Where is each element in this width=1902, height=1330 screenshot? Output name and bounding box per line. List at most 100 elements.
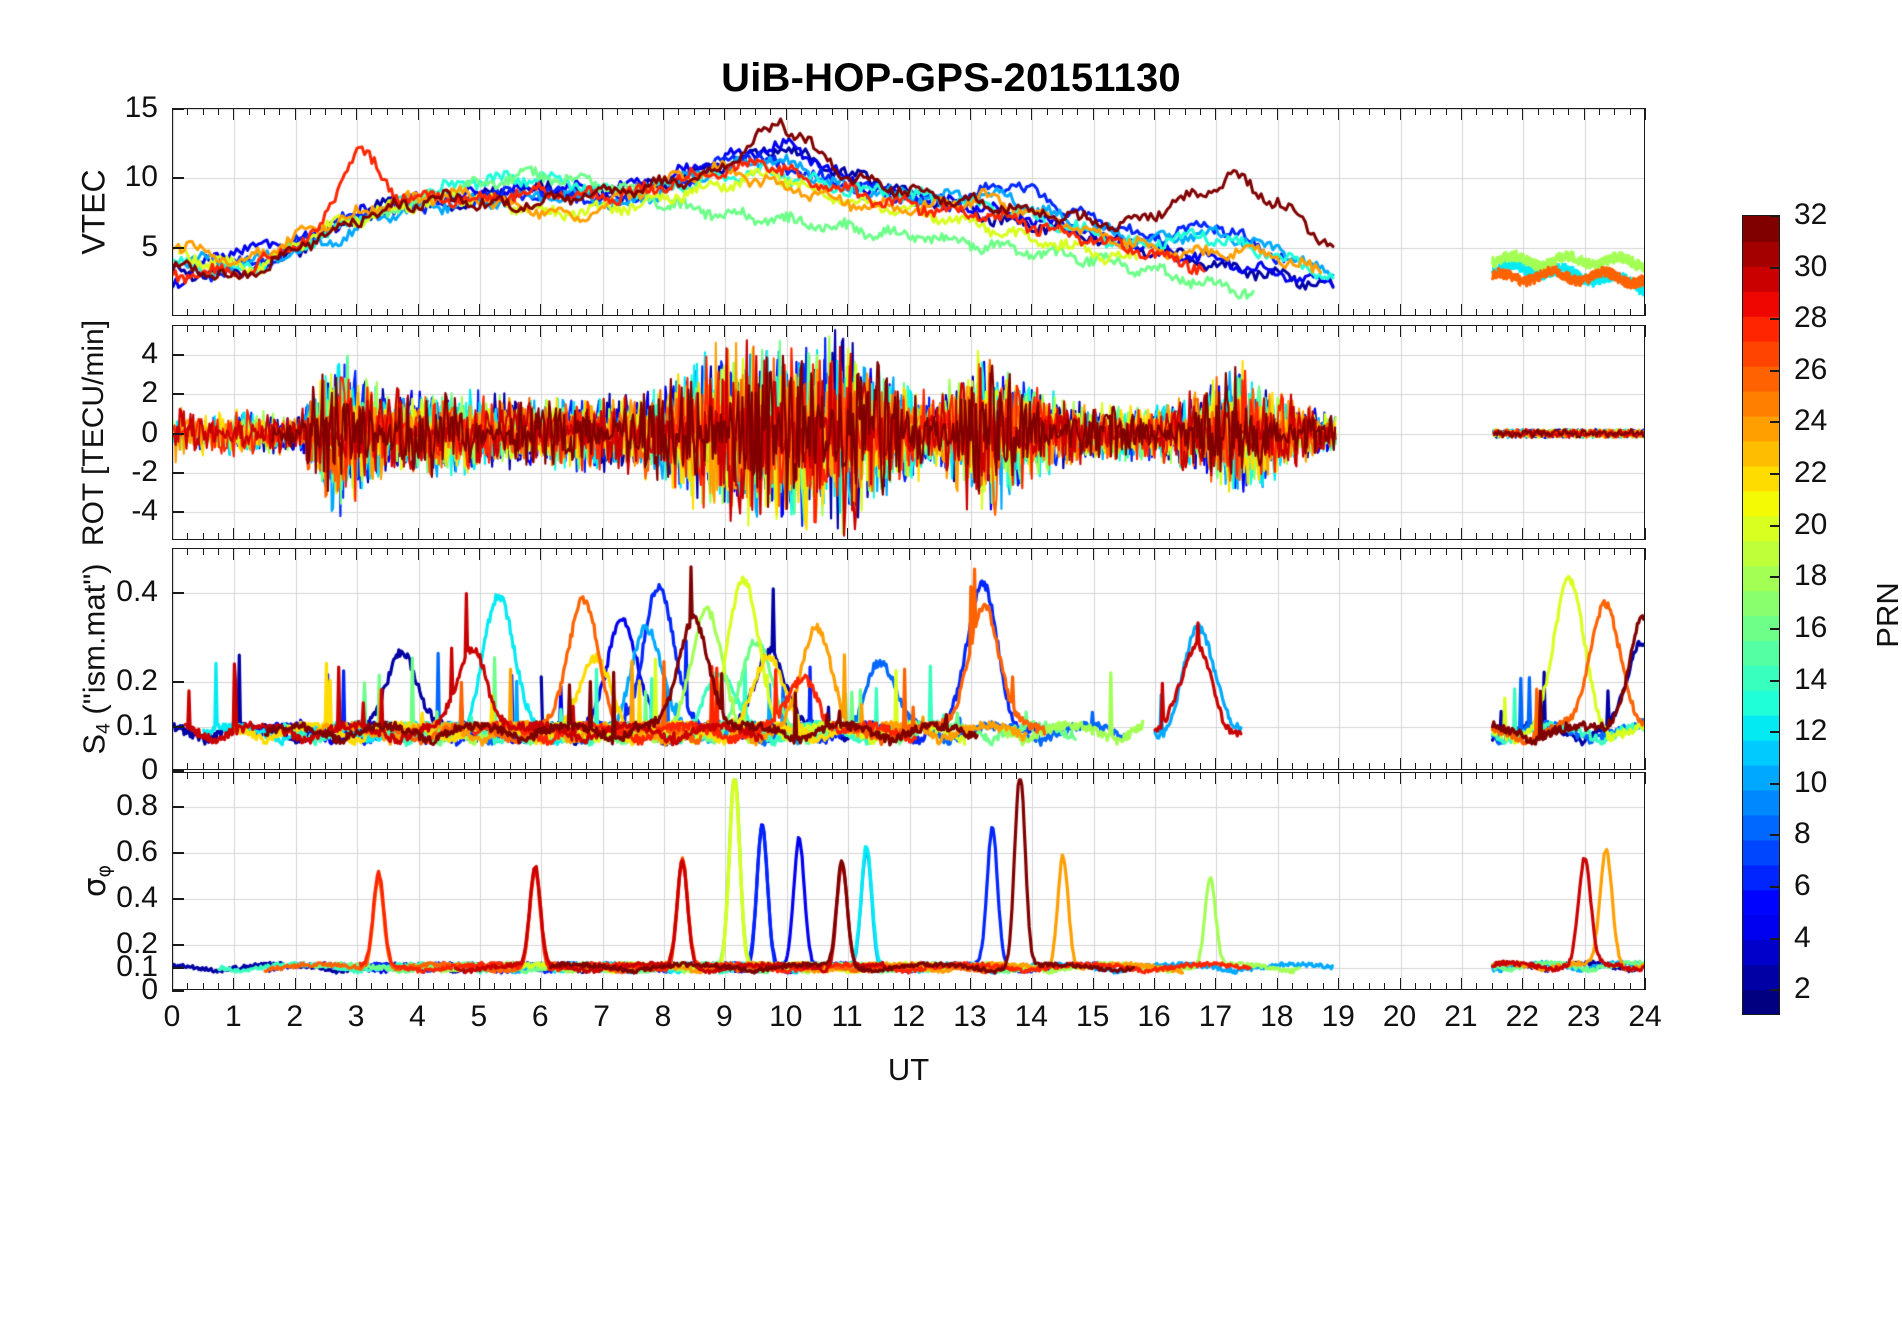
x-tick-mark: [632, 983, 634, 990]
x-tick-mark: [1507, 309, 1509, 316]
x-tick-mark-top: [1031, 108, 1033, 120]
x-tick-mark: [939, 309, 941, 316]
x-tick-mark-top: [433, 772, 435, 779]
x-tick-mark: [1446, 533, 1448, 540]
x-tick-mark: [233, 978, 235, 990]
x-tick-mark-top: [1446, 548, 1448, 555]
x-tick-mark-top: [1123, 772, 1125, 779]
x-tick-mark-top: [1446, 108, 1448, 115]
x-tick-mark-top: [341, 772, 343, 779]
x-tick-mark-top: [556, 548, 558, 555]
x-tick-mark: [1323, 763, 1325, 770]
x-tick-mark: [418, 758, 420, 770]
x-tick-mark-top: [1231, 325, 1233, 332]
x-tick-mark-top: [1353, 325, 1355, 332]
x-tick-mark-top: [325, 325, 327, 332]
x-tick-mark-top: [264, 772, 266, 779]
x-tick-mark-top: [1047, 108, 1049, 115]
x-tick-mark: [1139, 309, 1141, 316]
x-tick-mark: [1369, 983, 1371, 990]
x-tick-mark: [939, 983, 941, 990]
x-tick-mark-top: [878, 108, 880, 115]
x-tick-mark-top: [878, 548, 880, 555]
x-tick-label: 17: [1198, 1000, 1233, 1033]
x-tick-mark: [1047, 983, 1049, 990]
x-tick-mark: [832, 983, 834, 990]
y-tick-mark: [172, 681, 184, 684]
x-tick-mark: [1461, 528, 1463, 540]
x-tick-mark: [1614, 763, 1616, 770]
x-tick-mark-top: [1630, 548, 1632, 555]
x-tick-mark: [1292, 983, 1294, 990]
x-tick-mark: [1353, 309, 1355, 316]
x-tick-mark-top: [770, 772, 772, 779]
x-tick-mark-top: [464, 325, 466, 332]
x-tick-mark: [663, 758, 665, 770]
x-tick-mark: [1599, 309, 1601, 316]
x-tick-mark: [678, 763, 680, 770]
x-tick-mark: [1031, 528, 1033, 540]
x-tick-mark-top: [1016, 325, 1018, 332]
x-tick-mark-top: [1169, 325, 1171, 332]
x-tick-mark-top: [1016, 548, 1018, 555]
x-tick-mark: [648, 763, 650, 770]
x-tick-mark-top: [1108, 325, 1110, 332]
x-tick-mark: [1108, 763, 1110, 770]
x-tick-label: 12: [891, 1000, 926, 1033]
x-tick-mark-top: [1476, 108, 1478, 115]
x-tick-mark: [1446, 309, 1448, 316]
x-tick-mark: [939, 763, 941, 770]
x-tick-mark: [1507, 533, 1509, 540]
x-tick-mark: [556, 309, 558, 316]
x-tick-mark-top: [1031, 325, 1033, 337]
x-tick-mark: [1307, 983, 1309, 990]
x-tick-mark: [1169, 309, 1171, 316]
x-tick-mark-top: [1139, 548, 1141, 555]
x-tick-mark-top: [1630, 325, 1632, 332]
x-tick-mark-top: [970, 108, 972, 120]
y-tick-label-s4: 0.2: [116, 664, 158, 698]
x-tick-mark-top: [479, 325, 481, 337]
x-tick-mark: [571, 763, 573, 770]
x-tick-mark: [678, 533, 680, 540]
x-tick-mark: [1277, 304, 1279, 316]
x-tick-mark: [1001, 533, 1003, 540]
x-tick-mark: [1261, 763, 1263, 770]
x-tick-mark: [1507, 983, 1509, 990]
x-tick-mark-top: [233, 325, 235, 337]
x-tick-mark-top: [494, 108, 496, 115]
x-tick-mark: [1215, 304, 1217, 316]
x-tick-mark-top: [985, 325, 987, 332]
x-tick-mark: [356, 978, 358, 990]
x-tick-mark: [878, 763, 880, 770]
x-tick-mark: [632, 533, 634, 540]
x-tick-mark-top: [249, 548, 251, 555]
x-tick-mark: [770, 983, 772, 990]
x-tick-mark-top: [1307, 325, 1309, 332]
x-tick-mark: [1001, 983, 1003, 990]
x-tick-mark: [755, 983, 757, 990]
x-tick-mark-top: [1492, 108, 1494, 115]
x-tick-mark: [1353, 983, 1355, 990]
x-tick-mark-top: [924, 325, 926, 332]
x-tick-mark-top: [402, 108, 404, 115]
x-tick-mark: [709, 309, 711, 316]
colorbar-tick-mark: [1770, 215, 1780, 217]
x-tick-mark: [1522, 304, 1524, 316]
x-tick-mark: [1139, 533, 1141, 540]
x-tick-mark: [1400, 304, 1402, 316]
x-tick-mark: [1645, 528, 1647, 540]
x-tick-mark: [1215, 758, 1217, 770]
x-tick-mark-top: [632, 548, 634, 555]
x-tick-mark: [325, 533, 327, 540]
x-tick-label: 19: [1321, 1000, 1355, 1033]
x-tick-label: 20: [1382, 1000, 1417, 1033]
x-tick-mark: [433, 983, 435, 990]
x-tick-mark-top: [1553, 325, 1555, 332]
x-tick-mark: [1538, 763, 1540, 770]
plot-panel-sigma_phi: [172, 772, 1645, 990]
y-tick-mark: [172, 432, 184, 435]
x-tick-mark-top: [1415, 772, 1417, 779]
x-tick-mark-top: [586, 548, 588, 555]
x-tick-mark: [1630, 533, 1632, 540]
